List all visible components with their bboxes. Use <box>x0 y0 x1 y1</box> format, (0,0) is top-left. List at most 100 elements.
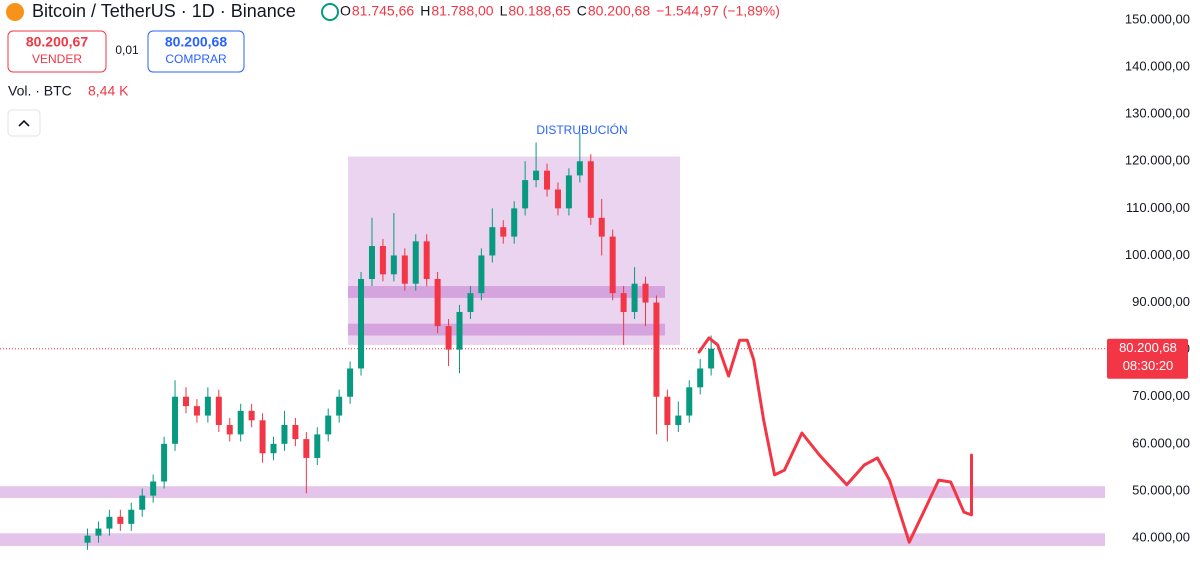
candle-body <box>303 439 310 458</box>
collapse-icon <box>18 119 30 127</box>
candle-body <box>182 396 189 407</box>
candle-body <box>642 283 649 303</box>
y-tick-label: 90.000,00 <box>1132 294 1190 309</box>
candle-body <box>336 396 343 416</box>
sell-label: VENDER <box>32 52 82 66</box>
annotation: DISTRUBUCIÓN <box>536 122 627 137</box>
candle-body <box>434 279 441 327</box>
sell-button[interactable] <box>7 30 107 73</box>
candle-body <box>500 227 507 237</box>
candle-body <box>544 170 551 190</box>
candle-body <box>106 516 113 529</box>
candle-body <box>204 396 211 416</box>
candle-body <box>533 170 540 181</box>
candle-body <box>697 368 704 388</box>
candle-body <box>347 368 354 397</box>
spread: 0,01 <box>115 43 139 57</box>
candle-body <box>675 415 682 425</box>
zone <box>0 533 1105 547</box>
price-label: 80.200,68 <box>1119 340 1177 355</box>
ohlc-key: L <box>500 3 508 19</box>
candle-body <box>358 279 365 369</box>
volume-value: 8,44 K <box>88 83 129 99</box>
candle-body <box>95 528 102 536</box>
ohlc-value: 81.745,66 <box>352 3 414 19</box>
countdown: 08:30:20 <box>1123 358 1174 373</box>
y-tick-label: 40.000,00 <box>1132 529 1190 544</box>
candle-body <box>401 255 408 284</box>
zone <box>348 286 665 298</box>
candle-body <box>259 420 266 454</box>
candle-body <box>511 208 518 237</box>
candle-body <box>565 175 572 209</box>
buy-button[interactable] <box>147 30 245 73</box>
candle-body <box>587 161 594 218</box>
zone <box>0 486 1105 498</box>
change: −1.544,97 (−1,89%) <box>656 3 780 19</box>
volume-label: Vol. · BTC <box>8 83 72 99</box>
candle-body <box>379 246 386 275</box>
candle-body <box>653 302 660 397</box>
y-tick-label: 130.000,00 <box>1125 106 1190 121</box>
plot: 150.000,00 140.000,00 130.000,00 120.000,00… <box>0 11 1190 550</box>
candle-body <box>456 311 463 350</box>
candle-body <box>84 535 91 543</box>
candle-body <box>522 180 529 209</box>
candle-body <box>150 481 157 496</box>
candle-body <box>390 255 397 275</box>
ohlc-key: H <box>420 3 430 19</box>
candle-body <box>226 424 233 435</box>
candle-body <box>686 387 693 416</box>
candle-body <box>215 396 222 425</box>
candle-body <box>609 236 616 294</box>
buy-price: 80.200,68 <box>165 34 227 50</box>
ohlc-value: 80.200,68 <box>588 3 650 19</box>
y-tick-label: 70.000,00 <box>1132 388 1190 403</box>
candle-body <box>270 443 277 454</box>
y-tick-label: 150.000,00 <box>1125 11 1190 26</box>
candle-body <box>412 241 419 284</box>
candle-body <box>161 443 168 482</box>
projection-line <box>697 336 973 544</box>
candle-body <box>576 161 583 176</box>
y-tick-label: 140.000,00 <box>1125 59 1190 74</box>
buy-label: COMPRAR <box>165 52 227 66</box>
candle-body <box>598 217 605 237</box>
status-icon[interactable] <box>321 3 339 21</box>
zone <box>348 323 665 336</box>
candle-body <box>467 293 474 312</box>
candle-body <box>478 255 485 294</box>
candle-body <box>237 410 244 435</box>
ui: Bitcoin / TetherUS · 1D · Binance 80.200… <box>6 1 1188 379</box>
y-tick-label: 100.000,00 <box>1125 247 1190 262</box>
candle-body <box>172 396 179 444</box>
y-tick-label: 50.000,00 <box>1132 482 1190 497</box>
candle-body <box>117 516 124 524</box>
candle-body <box>368 246 375 279</box>
candle-body <box>281 424 288 444</box>
candle-body <box>248 410 255 421</box>
candle-body <box>664 396 671 425</box>
candle-body <box>620 293 627 312</box>
candle-body <box>423 241 430 279</box>
candle-body <box>708 348 715 369</box>
candle-body <box>193 406 200 416</box>
candle-body <box>314 434 321 458</box>
candle-body <box>139 495 146 510</box>
candle-body <box>325 415 332 435</box>
candle-body <box>128 509 135 524</box>
y-tick-label: 110.000,00 <box>1126 200 1190 215</box>
ohlc-value: 80.188,65 <box>508 3 570 19</box>
sell-price: 80.200,67 <box>26 34 88 50</box>
candle-body <box>489 227 496 256</box>
collapse-button[interactable] <box>7 109 41 137</box>
candle-body <box>554 189 561 209</box>
price-label-box <box>1107 338 1188 379</box>
coin-icon <box>6 3 24 21</box>
candle-body <box>631 283 638 312</box>
ohlc-key: O <box>340 3 351 19</box>
symbol-title: Bitcoin / TetherUS · 1D · Binance <box>32 1 296 21</box>
zone <box>348 156 680 345</box>
ohlc-value: 81.788,00 <box>431 3 493 19</box>
